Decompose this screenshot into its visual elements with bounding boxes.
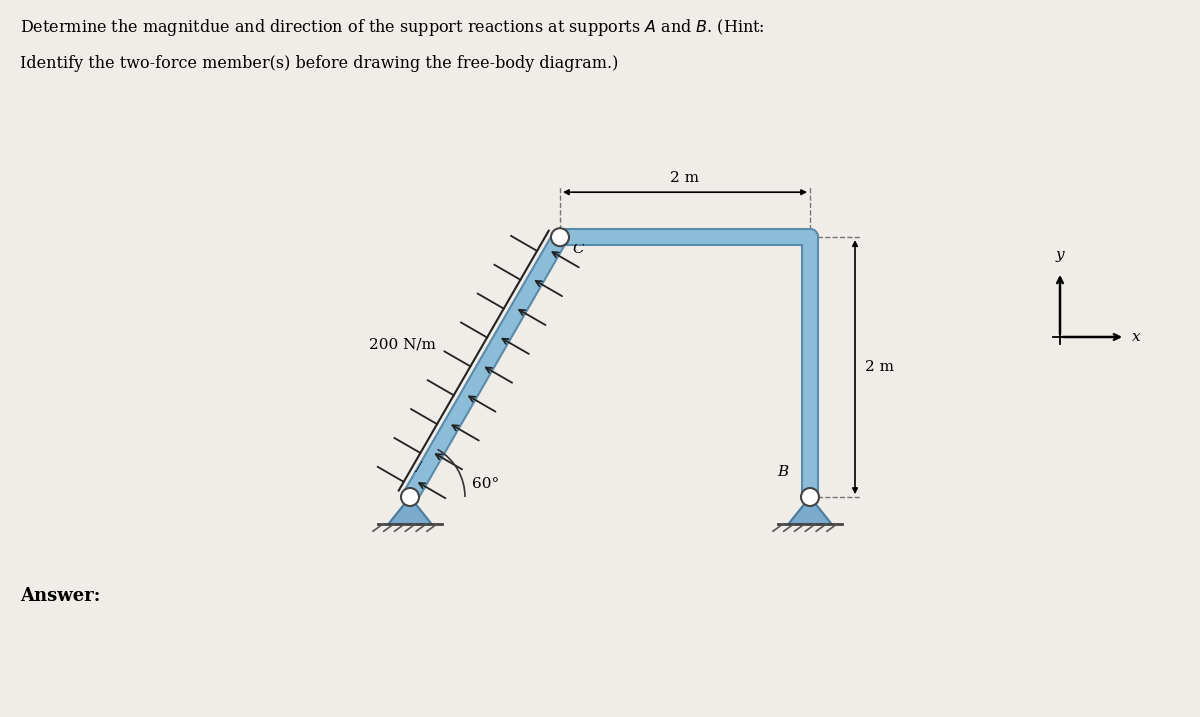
Circle shape xyxy=(401,488,419,506)
Text: Answer:: Answer: xyxy=(20,587,101,605)
Text: x: x xyxy=(1132,330,1141,344)
Text: 200 N/m: 200 N/m xyxy=(368,337,436,351)
Circle shape xyxy=(551,228,569,246)
Text: A: A xyxy=(415,461,426,475)
Text: 2 m: 2 m xyxy=(671,171,700,185)
Text: y: y xyxy=(1056,248,1064,262)
Text: 2 m: 2 m xyxy=(865,360,894,374)
Circle shape xyxy=(802,488,818,506)
Text: 60°: 60° xyxy=(472,477,499,491)
Text: C: C xyxy=(572,242,583,256)
Polygon shape xyxy=(788,497,832,524)
Text: B: B xyxy=(776,465,788,479)
Polygon shape xyxy=(389,497,432,524)
Text: Identify the two-force member(s) before drawing the free-body diagram.): Identify the two-force member(s) before … xyxy=(20,55,618,72)
Text: Determine the magnitdue and direction of the support reactions at supports $A$ a: Determine the magnitdue and direction of… xyxy=(20,17,764,38)
